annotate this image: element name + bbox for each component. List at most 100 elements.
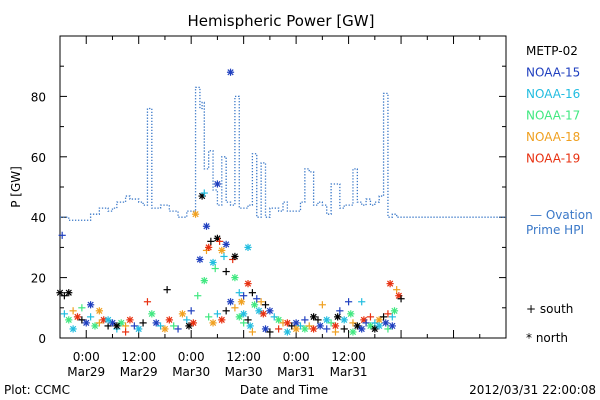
data-point-114: [390, 307, 399, 315]
data-point-61: [222, 240, 230, 248]
data-point-73: [250, 301, 259, 309]
data-point-124: [283, 328, 291, 336]
data-point-28: [135, 325, 143, 333]
data-point-15: [108, 319, 117, 327]
y-tick-labels: 0 20 40 60 80: [31, 90, 46, 346]
y-tick-label-1: 20: [31, 272, 46, 286]
data-point-91: [316, 322, 324, 330]
data-point-30: [143, 298, 152, 306]
data-point-83: [283, 319, 291, 327]
data-point-58: [215, 237, 224, 245]
data-point-115: [393, 286, 401, 294]
y-axis-label: P [GW]: [9, 166, 23, 208]
data-point-93: [323, 316, 331, 324]
series-legend: METP-02 NOAA-15 NOAA-16 NOAA-17 NOAA-18 NOAA-…: [526, 44, 580, 166]
data-point-118: [240, 319, 248, 327]
data-point-8: [78, 316, 86, 324]
x-tick-time-2: 0:00: [178, 350, 205, 364]
data-point-136: [384, 325, 392, 333]
data-point-53: [207, 237, 215, 245]
data-point-123: [275, 325, 283, 333]
x-tick-date-0: Mar29: [67, 365, 105, 379]
data-point-122: [266, 328, 274, 336]
data-point-69: [240, 292, 248, 300]
data-point-127: [310, 313, 318, 321]
data-point-77: [259, 310, 267, 318]
data-point-88: [305, 322, 313, 330]
data-point-107: [371, 319, 379, 327]
data-point-43: [189, 319, 197, 327]
data-point-108: [375, 316, 383, 324]
data-point-84: [288, 322, 296, 330]
data-point-1: [56, 289, 64, 297]
data-point-75: [255, 307, 263, 315]
data-point-0: [58, 231, 66, 239]
data-point-62: [222, 267, 230, 276]
data-point-38: [174, 325, 182, 333]
data-point-89: [310, 325, 318, 333]
data-point-52: [205, 243, 213, 251]
axis-ticks: [59, 36, 507, 339]
data-point-98: [340, 316, 348, 324]
data-point-125: [292, 325, 300, 333]
x-tick-date-3: Mar30: [225, 365, 263, 379]
legend-item-noaa-17: NOAA-17: [526, 109, 580, 123]
data-point-12: [95, 319, 103, 327]
data-point-106: [366, 322, 375, 330]
data-point-21: [78, 304, 86, 312]
data-point-76: [257, 298, 265, 306]
ovation-label-2: Prime HPI: [526, 223, 584, 237]
x-axis-label: Date and Time: [240, 383, 328, 397]
data-point-35: [163, 286, 171, 294]
footer-right: 2012/03/31 22:00:08: [469, 383, 596, 397]
data-point-100: [347, 310, 355, 318]
data-point-19: [126, 316, 134, 324]
data-point-31: [148, 310, 156, 318]
data-point-44: [191, 210, 200, 218]
data-point-138: [205, 313, 213, 321]
data-point-96: [334, 313, 342, 321]
data-point-109: [379, 313, 388, 321]
data-point-94: [327, 319, 335, 327]
data-point-81: [275, 316, 283, 324]
data-point-63: [226, 68, 235, 76]
data-point-103: [358, 298, 366, 306]
x-tick-time-1: 12:00: [121, 350, 156, 364]
data-point-139: [209, 319, 217, 327]
data-point-110: [382, 319, 390, 327]
marker-legend-south: + south: [526, 302, 573, 316]
data-point-3: [65, 289, 73, 297]
data-point-68: [237, 298, 246, 306]
chart-title: Hemispheric Power [GW]: [188, 12, 375, 30]
data-point-111: [384, 310, 392, 318]
data-point-29: [139, 319, 147, 327]
data-point-117: [397, 295, 405, 303]
data-point-126: [301, 316, 309, 324]
data-point-128: [323, 325, 331, 333]
data-point-135: [375, 322, 383, 330]
data-point-65: [231, 252, 239, 261]
data-point-130: [340, 325, 348, 333]
data-point-34: [161, 325, 169, 333]
x-tick-date-5: Mar31: [330, 365, 368, 379]
data-point-5: [65, 316, 73, 324]
y-tick-label-2: 40: [31, 211, 46, 225]
data-point-146: [240, 310, 248, 318]
data-point-120: [248, 328, 256, 336]
data-point-79: [266, 307, 274, 315]
x-tick-date-4: Mar31: [277, 365, 315, 379]
x-tick-time-3: 12:00: [226, 350, 261, 364]
data-point-72: [248, 289, 256, 297]
data-point-67: [235, 289, 243, 297]
data-point-37: [170, 322, 178, 330]
data-point-11: [91, 322, 99, 330]
data-point-54: [209, 258, 217, 267]
data-point-32: [152, 319, 160, 327]
data-point-33: [156, 322, 165, 330]
data-point-39: [178, 310, 187, 318]
data-point-59: [218, 246, 226, 255]
data-point-101: [349, 319, 357, 327]
data-point-147: [244, 316, 252, 324]
x-tick-time-4: 0:00: [283, 350, 310, 364]
